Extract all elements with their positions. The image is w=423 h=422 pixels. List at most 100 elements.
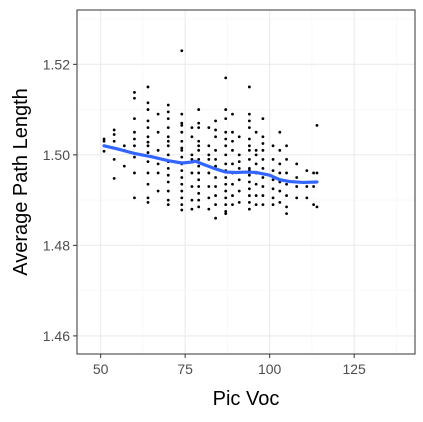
data-point [180, 208, 184, 212]
data-point [224, 196, 228, 200]
data-point [278, 200, 282, 204]
data-point [261, 135, 265, 139]
data-point [224, 182, 228, 186]
data-point [214, 164, 217, 168]
data-point [231, 194, 234, 197]
data-point [247, 167, 251, 170]
data-point [224, 176, 228, 179]
data-point [133, 130, 136, 134]
data-point [247, 112, 251, 116]
data-point [156, 112, 160, 116]
data-point [261, 185, 265, 188]
data-point [261, 148, 265, 152]
data-point [156, 130, 160, 134]
data-point [312, 171, 315, 175]
data-point [112, 133, 116, 136]
data-point [133, 155, 136, 159]
data-point [197, 185, 201, 188]
data-point [261, 142, 265, 145]
data-point [197, 191, 201, 195]
data-point [231, 139, 234, 143]
data-point [190, 198, 194, 202]
data-point [214, 128, 217, 132]
data-point [146, 144, 150, 148]
data-point [146, 85, 150, 89]
data-point [278, 130, 282, 134]
data-point [190, 207, 194, 211]
data-point [190, 185, 194, 188]
data-point [231, 148, 234, 152]
data-point [133, 137, 136, 141]
data-point [146, 200, 150, 204]
data-point [231, 130, 234, 134]
data-point [166, 103, 170, 107]
data-point [224, 189, 228, 193]
data-point [133, 171, 136, 175]
data-point [166, 139, 170, 143]
data-point [190, 135, 194, 139]
y-tick-label: 1.46 [43, 328, 70, 344]
data-point [214, 176, 217, 179]
data-point [278, 148, 282, 152]
data-point [197, 148, 201, 152]
data-point [207, 171, 211, 175]
data-point [285, 194, 288, 197]
data-point [180, 130, 184, 134]
data-point [180, 169, 184, 173]
data-point [271, 178, 275, 182]
data-point [224, 130, 228, 134]
data-point [315, 171, 319, 175]
data-point [295, 185, 299, 188]
y-axis-title: Average Path Length [10, 88, 32, 276]
data-point [247, 85, 251, 89]
data-point [295, 176, 299, 179]
data-point [247, 148, 251, 152]
data-point [224, 153, 228, 157]
data-point [271, 187, 275, 191]
data-point [214, 185, 217, 188]
data-point [207, 126, 211, 130]
data-point [247, 173, 251, 177]
data-point [237, 153, 241, 157]
data-point [197, 139, 201, 143]
data-point [261, 176, 265, 179]
data-point [231, 182, 234, 186]
data-point [146, 126, 150, 130]
y-axis-ticks: 1.46 1.48 1.50 1.52 [43, 56, 77, 344]
data-point [180, 121, 184, 125]
data-point [285, 157, 288, 161]
data-point [166, 117, 170, 121]
data-point [224, 210, 228, 213]
x-tick-label: 125 [342, 361, 366, 377]
data-point [237, 135, 241, 139]
data-point [166, 167, 170, 170]
data-point [285, 144, 288, 148]
data-point [112, 139, 116, 143]
data-point [261, 167, 265, 170]
data-point [166, 144, 170, 148]
data-point [197, 126, 201, 130]
data-point [237, 189, 241, 193]
data-point [247, 194, 251, 197]
data-point [122, 144, 126, 148]
major-gridlines [77, 10, 415, 354]
data-point [197, 121, 201, 125]
data-point [180, 112, 184, 116]
data-point [190, 153, 194, 157]
data-point [122, 164, 126, 168]
data-point [271, 196, 275, 200]
data-point [305, 196, 309, 200]
data-point [146, 101, 150, 105]
data-point [146, 182, 150, 186]
data-point [166, 126, 170, 130]
data-point [247, 137, 251, 141]
data-point [224, 76, 228, 80]
data-point [278, 189, 282, 193]
data-point [156, 162, 160, 166]
data-point [180, 203, 184, 207]
data-point [166, 173, 170, 177]
data-point [254, 148, 258, 152]
data-point [146, 196, 150, 200]
data-point [197, 198, 201, 202]
data-point [112, 176, 116, 180]
